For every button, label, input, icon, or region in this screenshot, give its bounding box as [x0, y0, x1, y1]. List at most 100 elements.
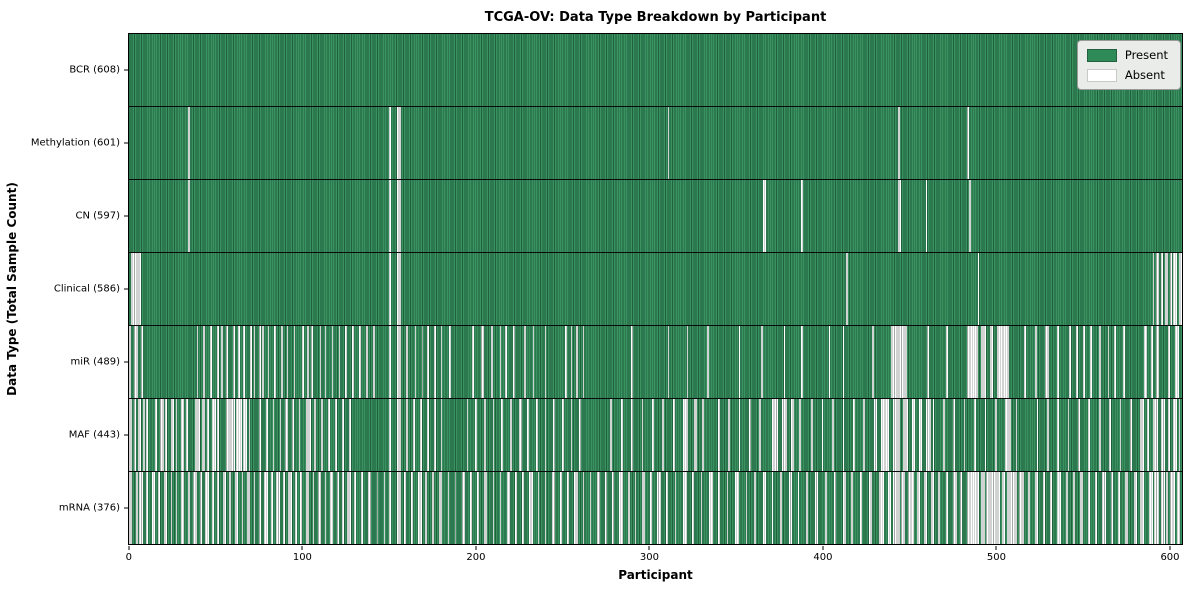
absent-block — [305, 472, 310, 544]
absent-block — [206, 399, 209, 471]
xtick-label-600: 600 — [1160, 552, 1180, 563]
xtick-label-100: 100 — [292, 552, 312, 563]
absent-block — [518, 399, 523, 471]
xtick-mark — [822, 546, 824, 550]
row-Clinical — [129, 252, 1182, 325]
absent-block — [686, 326, 689, 398]
ytick-mark — [124, 507, 128, 509]
absent-block — [490, 326, 493, 398]
absent-block — [187, 472, 190, 544]
absent-block — [440, 399, 443, 471]
absent-block — [1107, 326, 1110, 398]
absent-block — [761, 326, 763, 398]
xtick-mark — [128, 546, 130, 550]
absent-block — [217, 472, 220, 544]
absent-block — [946, 326, 949, 398]
absent-block — [582, 326, 585, 398]
absent-block — [421, 326, 424, 398]
absent-block — [130, 253, 142, 325]
absent-block — [196, 326, 199, 398]
absent-block — [892, 399, 900, 471]
legend-label-absent: Absent — [1124, 68, 1165, 82]
absent-block — [738, 399, 741, 471]
absent-block — [361, 472, 363, 544]
absent-block — [425, 472, 427, 544]
absent-block — [561, 399, 564, 471]
absent-block — [1117, 472, 1120, 544]
absent-block — [911, 399, 916, 471]
absent-block — [284, 399, 289, 471]
absent-block — [553, 399, 556, 471]
absent-block — [475, 399, 478, 471]
xtick-mark — [648, 546, 650, 550]
absent-block — [589, 472, 592, 544]
absent-block — [1119, 399, 1122, 471]
absent-block — [466, 399, 469, 471]
absent-block — [291, 399, 294, 471]
absent-block — [397, 472, 401, 544]
absent-block — [411, 472, 414, 544]
absent-block — [397, 180, 401, 252]
absent-block — [1110, 472, 1113, 544]
absent-block — [783, 326, 786, 398]
absent-block — [220, 326, 223, 398]
absent-block — [433, 326, 436, 398]
absent-block — [522, 472, 524, 544]
absent-block — [631, 399, 633, 471]
absent-block — [165, 399, 168, 471]
absent-block — [279, 399, 282, 471]
absent-block — [253, 326, 256, 398]
absent-block — [352, 326, 355, 398]
absent-block — [397, 326, 401, 398]
absent-block — [406, 326, 408, 398]
absent-block — [1178, 399, 1181, 471]
absent-block — [492, 399, 495, 471]
absent-block — [265, 399, 268, 471]
absent-block — [324, 326, 327, 398]
absent-block — [1019, 472, 1025, 544]
xtick-label-300: 300 — [639, 552, 659, 563]
absent-block — [544, 399, 547, 471]
absent-block — [868, 472, 872, 544]
absent-block — [544, 472, 547, 544]
absent-block — [567, 472, 569, 544]
absent-block — [1154, 472, 1160, 544]
absent-block — [771, 472, 774, 544]
ytick-mark — [124, 215, 128, 217]
absent-block — [790, 399, 795, 471]
absent-block — [1088, 399, 1091, 471]
absent-block — [418, 472, 422, 544]
absent-block — [1123, 326, 1125, 398]
absent-block — [800, 326, 803, 398]
absent-block — [981, 472, 985, 544]
absent-block — [288, 472, 292, 544]
absent-block — [354, 472, 356, 544]
absent-block — [158, 472, 161, 544]
absent-block — [967, 472, 980, 544]
absent-block — [1147, 399, 1150, 471]
absent-block — [665, 472, 668, 544]
absent-block — [717, 472, 720, 544]
row-MAF — [129, 398, 1182, 471]
absent-block — [880, 399, 890, 471]
absent-block — [212, 472, 214, 544]
absent-block — [859, 472, 862, 544]
absent-block — [1034, 472, 1039, 544]
absent-block — [201, 399, 206, 471]
absent-block — [426, 399, 429, 471]
absent-block — [535, 399, 538, 471]
absent-block — [141, 326, 143, 398]
absent-block — [1175, 326, 1179, 398]
absent-block — [780, 472, 782, 544]
absent-block — [901, 472, 905, 544]
absent-block — [151, 472, 155, 544]
absent-block — [307, 326, 310, 398]
absent-block — [942, 399, 945, 471]
absent-block — [923, 472, 928, 544]
ytick-mark — [124, 361, 128, 363]
absent-block — [212, 399, 216, 471]
absent-block — [1078, 399, 1080, 471]
absent-block — [811, 399, 814, 471]
absent-block — [570, 399, 573, 471]
absent-block — [305, 399, 311, 471]
